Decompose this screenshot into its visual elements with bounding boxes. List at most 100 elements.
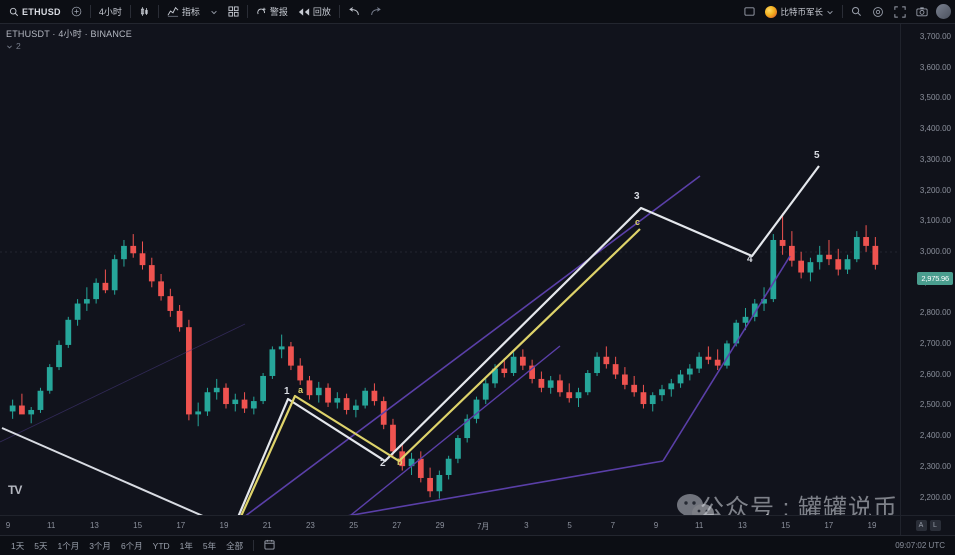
fullscreen-button[interactable] xyxy=(889,2,911,21)
candle-body xyxy=(37,390,44,410)
abc-correction-yellow xyxy=(240,228,641,515)
price-tick: 2,700.00 xyxy=(919,339,951,348)
candle-body xyxy=(473,399,480,419)
fullscreen-icon xyxy=(894,5,906,18)
bottom-status-bar: 1天 5天 1个月 3个月 6个月 YTD 1年 5年 全部 09:07:02 UTC xyxy=(0,535,955,555)
price-axis[interactable]: 3,700.00 3,600.00 3,500.00 3,400.00 3,300.00… xyxy=(900,24,955,515)
candle-body xyxy=(334,398,341,403)
indicators-dropdown[interactable] xyxy=(205,2,223,21)
alert-button[interactable]: 警报 xyxy=(251,2,293,21)
price-tick: 3,300.00 xyxy=(919,154,951,164)
time-tick: 21 xyxy=(262,521,272,530)
replay-button[interactable]: 回放 xyxy=(293,2,336,21)
add-symbol-button[interactable] xyxy=(66,2,87,21)
candle-body xyxy=(436,475,443,492)
alert-label: 警报 xyxy=(269,7,288,17)
candle-body xyxy=(640,392,647,405)
candle-body xyxy=(111,259,118,291)
toolbar-divider xyxy=(842,5,843,18)
candle-body xyxy=(538,378,545,388)
time-tick: 9 xyxy=(653,521,659,530)
candle-body xyxy=(167,296,174,311)
range-button[interactable]: 5天 xyxy=(34,540,48,551)
indicators-label: 指标 xyxy=(181,7,200,17)
templates-button[interactable] xyxy=(223,2,244,21)
candle-body xyxy=(826,254,832,260)
range-button-group: 1天 5天 1个月 3个月 6个月 YTD 1年 5年 全部 xyxy=(6,538,248,554)
candle-body xyxy=(835,259,842,270)
candle-body xyxy=(686,368,693,375)
candle-body xyxy=(770,239,777,300)
account-name-label: 比特币军长 xyxy=(780,6,823,17)
grid-templates-icon xyxy=(228,6,239,17)
candle-body xyxy=(408,458,415,467)
account-button[interactable]: 比特币军长 xyxy=(760,2,839,21)
candle-body xyxy=(649,395,656,405)
symbol-search-button[interactable]: ETHUSD xyxy=(4,2,66,21)
snapshot-button[interactable] xyxy=(911,2,933,21)
chart-style-button[interactable] xyxy=(134,2,155,21)
symbol-sub-line[interactable]: 2 xyxy=(6,41,21,51)
range-button[interactable]: 3个月 xyxy=(89,540,111,551)
time-tick: 29 xyxy=(435,521,445,530)
candle-body xyxy=(9,405,16,412)
plus-circle-icon xyxy=(71,6,82,17)
time-tick: 11 xyxy=(47,521,56,530)
candle-body xyxy=(204,392,211,412)
range-button[interactable]: 1个月 xyxy=(57,540,80,551)
candle-body xyxy=(269,349,276,376)
range-button[interactable]: 1天 xyxy=(11,540,25,551)
candlestick-plot xyxy=(0,165,900,515)
candle-body xyxy=(724,343,730,366)
axis-corner-controls[interactable]: A L xyxy=(900,515,955,535)
search-right-button[interactable] xyxy=(846,2,867,21)
candle-body xyxy=(46,367,53,391)
candle-body xyxy=(668,383,675,390)
channel-lower-right xyxy=(662,255,791,462)
candle-body xyxy=(853,237,860,260)
price-tick: 3,200.00 xyxy=(919,185,951,195)
interval-button[interactable]: 4小时 xyxy=(94,2,127,21)
time-tick: 11 xyxy=(695,521,704,530)
candle-body xyxy=(631,384,638,393)
toolbar-divider xyxy=(157,5,159,18)
replay-label: 回放 xyxy=(312,7,331,17)
layout-button[interactable] xyxy=(739,2,760,21)
log-scale-button[interactable]: L xyxy=(929,520,941,531)
toolbar-divider xyxy=(246,5,248,18)
range-button[interactable]: 5年 xyxy=(202,540,217,551)
candle-body xyxy=(464,418,471,439)
calendar-button[interactable] xyxy=(259,537,280,554)
range-button[interactable]: 1年 xyxy=(179,540,193,551)
candle-body xyxy=(260,375,266,402)
auto-scale-button[interactable]: A xyxy=(915,520,927,531)
candle-body xyxy=(482,383,489,400)
time-tick: 15 xyxy=(781,521,791,530)
candle-body xyxy=(455,438,461,459)
candle-body xyxy=(788,245,795,261)
range-button[interactable]: YTD xyxy=(152,540,170,551)
time-tick: 27 xyxy=(392,521,402,530)
upper-left-line xyxy=(0,323,246,443)
candle-body xyxy=(213,387,220,393)
candle-body xyxy=(158,281,164,297)
range-button[interactable]: 6个月 xyxy=(120,540,143,551)
time-tick: 13 xyxy=(89,521,99,530)
candle-body xyxy=(779,239,786,246)
price-tick: 2,800.00 xyxy=(919,308,951,318)
candle-body xyxy=(677,374,684,384)
candle-body xyxy=(501,368,508,374)
redo-button[interactable] xyxy=(365,2,387,21)
time-axis[interactable]: 9 11 13 15 17 19 21 23 25 27 29 7月 3 5 7 9 11 13 15 17 19 xyxy=(0,515,900,535)
alert-clock-icon xyxy=(256,6,267,17)
candlestick-icon xyxy=(139,6,150,17)
tradingview-logo: TV xyxy=(8,483,22,497)
range-button[interactable]: 全部 xyxy=(226,540,244,551)
chart-canvas[interactable]: 1 a 2 b 3 c 4 5 xyxy=(0,24,900,515)
undo-button[interactable] xyxy=(343,2,365,21)
settings-button[interactable] xyxy=(867,2,889,21)
indicators-button[interactable]: 指标 xyxy=(162,2,205,21)
user-avatar[interactable] xyxy=(936,4,951,19)
candle-body xyxy=(288,346,294,366)
candle-body xyxy=(612,364,619,375)
